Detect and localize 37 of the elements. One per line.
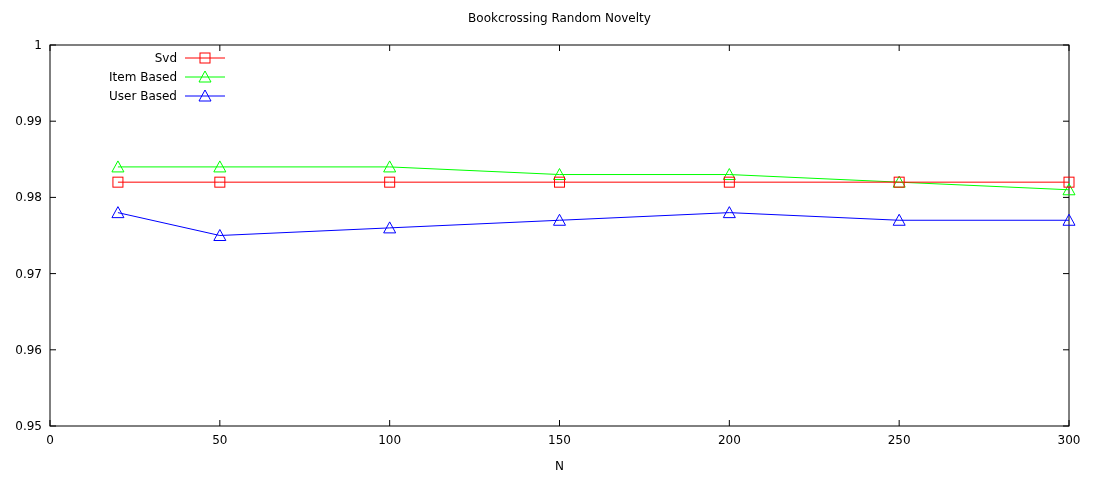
point xyxy=(722,206,736,219)
point xyxy=(112,176,124,188)
point xyxy=(111,160,125,173)
point xyxy=(111,206,125,219)
point xyxy=(214,176,226,188)
legend-label: User Based xyxy=(108,89,177,103)
point xyxy=(1063,176,1075,188)
x-tick-label: 50 xyxy=(212,433,228,447)
x-tick-label: 100 xyxy=(378,433,402,447)
y-tick-label: 0.98 xyxy=(15,190,42,205)
x-tick-label: 150 xyxy=(548,433,571,447)
x-tick-label: 300 xyxy=(1057,433,1081,447)
point xyxy=(553,213,566,226)
x-tick-label: 250 xyxy=(887,433,911,447)
x-tick-label: 200 xyxy=(717,433,741,447)
x-tick-label: 0 xyxy=(46,433,54,447)
point xyxy=(213,160,227,173)
y-tick-label: 0.96 xyxy=(15,342,42,357)
y-tick-label: 0.95 xyxy=(15,419,42,433)
point xyxy=(383,160,397,173)
point xyxy=(213,229,227,241)
point xyxy=(554,176,565,188)
x-axis-title: N xyxy=(555,459,564,473)
point xyxy=(892,213,906,226)
point xyxy=(553,168,566,181)
point xyxy=(384,176,396,188)
point xyxy=(722,168,736,181)
legend-label: Item Based xyxy=(109,70,177,84)
point xyxy=(723,176,735,188)
point xyxy=(383,221,397,234)
point xyxy=(1062,213,1076,226)
y-tick-label: 0.99 xyxy=(15,114,42,129)
chart-title: Bookcrossing Random Novelty xyxy=(468,11,651,25)
point xyxy=(1062,183,1076,196)
y-tick-label: 0.97 xyxy=(15,266,42,281)
y-tick-label: 1 xyxy=(34,38,42,52)
legend-label: Svd xyxy=(154,51,177,65)
